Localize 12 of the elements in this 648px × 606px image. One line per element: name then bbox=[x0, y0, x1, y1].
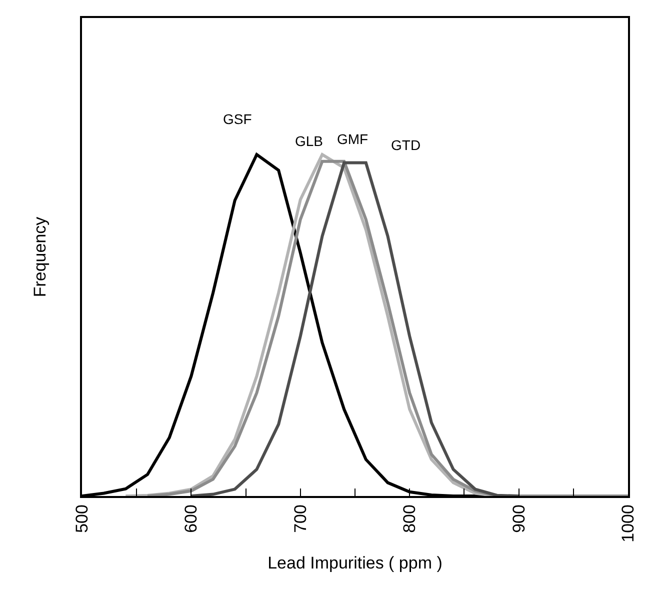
x-tick-label: 1000 bbox=[618, 504, 638, 542]
series-label: GMF bbox=[337, 131, 368, 147]
series-label: GTD bbox=[391, 137, 421, 153]
x-tick-label: 700 bbox=[290, 504, 310, 533]
x-tick-label: 500 bbox=[72, 504, 92, 533]
text: GSF bbox=[223, 111, 252, 127]
x-tick-label: 900 bbox=[509, 504, 528, 533]
x-tick-label: 800 bbox=[400, 504, 420, 533]
x-axis-title: Lead Impurities ( ppm ) bbox=[268, 553, 442, 572]
x-tick-label: 600 bbox=[182, 504, 201, 533]
y-axis-title: Frequency bbox=[30, 216, 50, 298]
series-label: GLB bbox=[295, 133, 324, 149]
